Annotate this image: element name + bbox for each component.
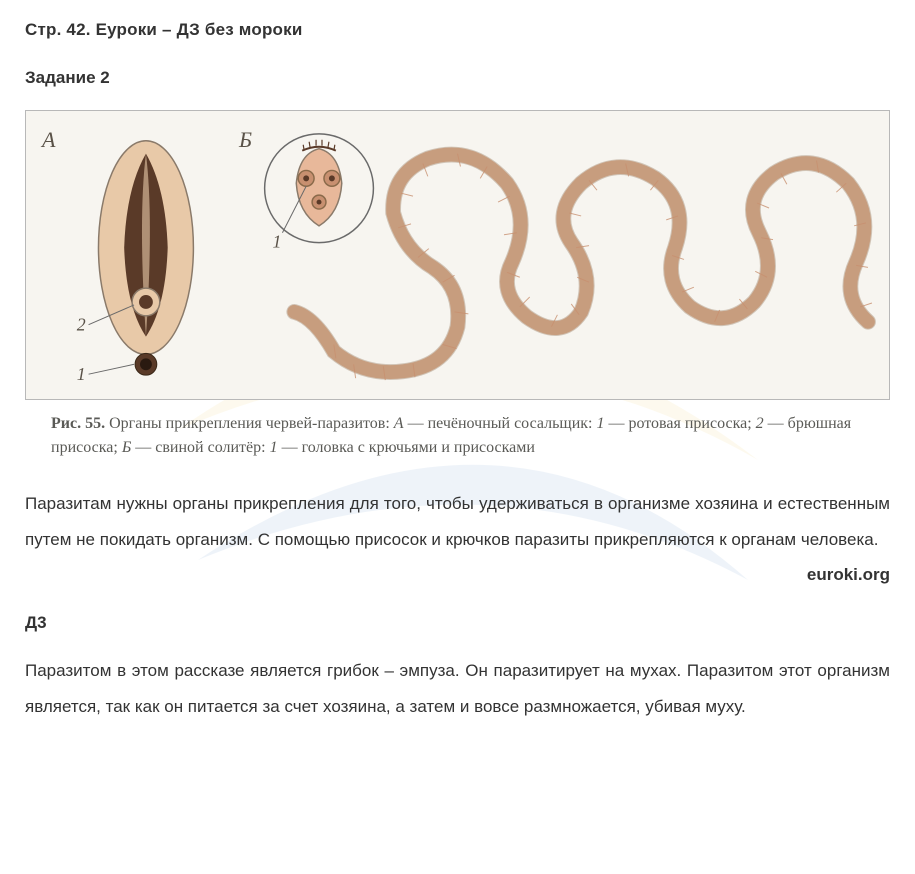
paragraph-1: Паразитам нужны органы прикрепления для … <box>25 486 890 557</box>
svg-text:1: 1 <box>273 232 282 252</box>
figure-container: А Б 1 2 <box>25 110 890 400</box>
paragraph-2: Паразитом в этом рассказе является грибо… <box>25 653 890 724</box>
caption-a: А <box>394 415 404 432</box>
caption-2: 2 <box>756 415 764 432</box>
site-link[interactable]: euroki.org <box>787 557 890 593</box>
paragraph-1-text: Паразитам нужны органы прикрепления для … <box>25 494 890 549</box>
parasite-illustration: 1 2 <box>34 119 881 391</box>
page-header: Стр. 42. Еуроки – ДЗ без мороки <box>25 20 890 40</box>
caption-text-2: — печёночный сосальщик: <box>404 415 597 432</box>
caption-text-3: — ротовая присоска; <box>604 415 755 432</box>
caption-b: Б <box>122 439 131 456</box>
figure-label-b: Б <box>239 127 252 153</box>
dz-header: Д3 <box>25 613 890 633</box>
figure-caption: Рис. 55. Органы прикрепления червей-пара… <box>25 412 890 464</box>
caption-fig-label: Рис. 55. <box>51 415 105 432</box>
svg-text:1: 1 <box>77 364 86 384</box>
svg-text:2: 2 <box>77 315 86 335</box>
caption-1b: 1 <box>270 439 278 456</box>
caption-text-6: — головка с крючьями и присосками <box>278 439 535 456</box>
caption-text-5: — свиной солитёр: <box>131 439 269 456</box>
task-header: Задание 2 <box>25 68 890 88</box>
caption-text-1: Органы прикрепления червей-паразитов: <box>105 415 394 432</box>
figure-label-a: А <box>42 127 55 153</box>
